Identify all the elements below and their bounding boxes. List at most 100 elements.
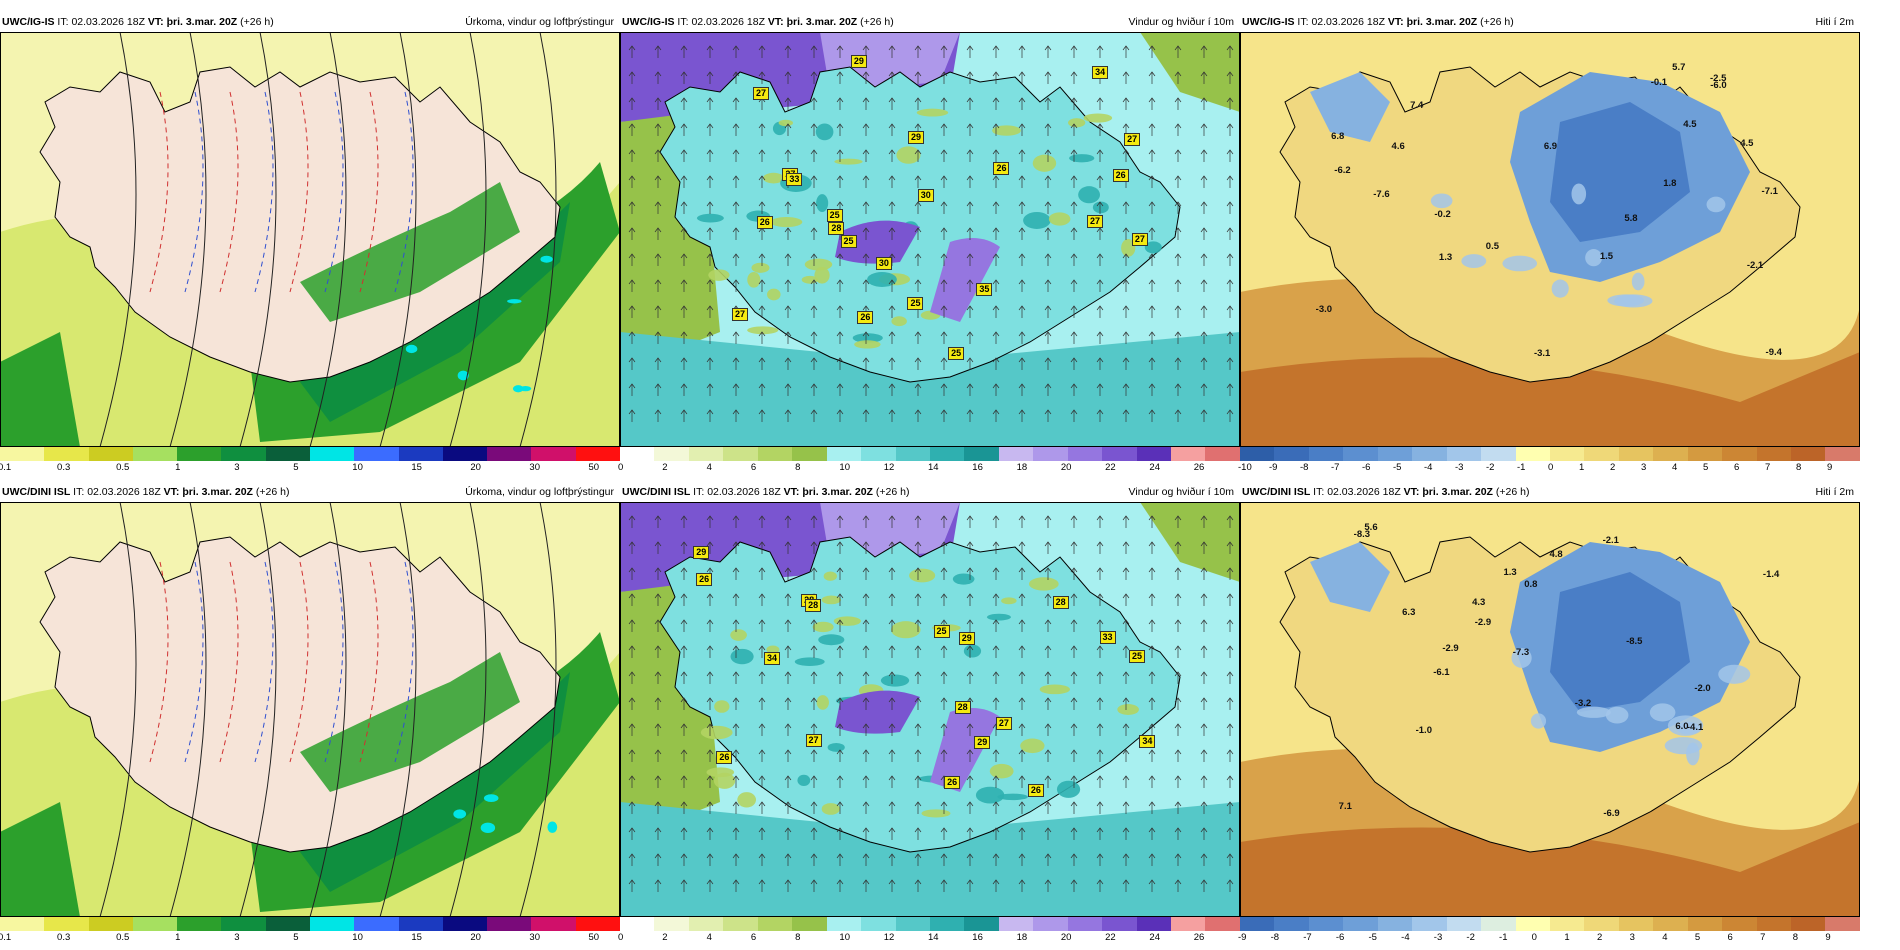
init-time: 02.03.2026 18Z (1327, 486, 1401, 498)
color-scale: -10 -9 -8 -7 -6 -5 -4 -3 -2 -1 0 1 2 3 4 5 6 7 8 9 (1238, 447, 1860, 477)
scale-tick-label: 2 (1596, 932, 1603, 943)
init-time: 02.03.2026 18Z (1311, 16, 1385, 28)
scale-swatch (1515, 447, 1550, 461)
temperature-value: -2.1 (1746, 259, 1764, 271)
gust-value: 33 (786, 172, 803, 186)
scale-tick-label: 20 (470, 932, 481, 943)
gust-value: 25 (840, 234, 857, 248)
color-scale: 0 2 4 6 8 10 12 14 16 18 20 22 24 26 (618, 447, 1240, 477)
scale-swatch (1412, 447, 1447, 461)
scale-tick-label: 18 (1016, 462, 1028, 473)
gust-value: 25 (826, 208, 843, 222)
gust-value: 26 (944, 775, 961, 789)
color-scale: 0.1 0.3 0.5 1 3 5 10 15 20 30 50 (0, 447, 620, 477)
scale-swatch (531, 447, 576, 461)
scale-swatch (1584, 917, 1619, 931)
scale-swatch (354, 447, 399, 461)
scale-swatch (309, 917, 355, 931)
scale-tick-label: 24 (1149, 932, 1160, 943)
gust-value: 29 (974, 735, 991, 749)
gust-value: 27 (1087, 215, 1104, 229)
scale-swatch (1791, 917, 1826, 931)
scale-swatch (1240, 917, 1275, 931)
scale-tick-label: 3 (234, 462, 240, 473)
gust-value: 27 (995, 717, 1012, 731)
scale-tick-label: 3 (1641, 462, 1647, 473)
scale-tick-label: 0 (618, 462, 624, 473)
scale-swatch (757, 917, 793, 931)
scale-swatch (44, 917, 89, 931)
scale-tick-label: 10 (839, 462, 850, 473)
valid-time: þri. 3.mar. 20Z (786, 16, 858, 28)
scale-tick-label: 15 (411, 932, 422, 943)
scale-swatch (1274, 917, 1309, 931)
scale-tick-label: 6 (1727, 932, 1733, 943)
scale-swatch (1618, 447, 1654, 461)
scale-tick-label: 12 (883, 932, 895, 943)
temperature-value: 1.8 (1663, 178, 1677, 190)
valid-time: þri. 3.mar. 20Z (182, 486, 253, 498)
scale-swatch (1446, 447, 1482, 461)
scale-swatch (998, 917, 1034, 931)
panel-header: UWC/DINI ISL IT: 02.03.2026 18Z VT: þri.… (620, 482, 1240, 502)
scale-swatch (964, 447, 999, 461)
scale-swatch (1756, 447, 1791, 461)
scale-swatch (895, 447, 930, 461)
temperature-value: -4.1 (1686, 722, 1704, 734)
temperature-value: 1.3 (1503, 566, 1517, 578)
scale-swatch (88, 917, 133, 931)
scale-bar (0, 917, 620, 931)
model-name: UWC/IG-IS (1242, 16, 1295, 28)
temperature-value: 1.3 (1438, 252, 1453, 264)
temperature-value: 7.1 (1338, 800, 1352, 812)
run-info: UWC/IG-IS IT: 02.03.2026 18Z VT: þri. 3.… (2, 12, 274, 32)
temperature-value: 4.5 (1683, 118, 1697, 130)
gust-value: 26 (993, 162, 1010, 176)
temperature-value: 6.3 (1402, 606, 1416, 618)
scale-tick-label: 20 (1060, 932, 1072, 943)
scale-tick-label: 9 (1827, 462, 1833, 473)
scale-tick-label: 7 (1760, 932, 1766, 943)
scale-tick-label: 14 (928, 932, 939, 943)
run-info: UWC/IG-IS IT: 02.03.2026 18Z VT: þri. 3.… (1242, 12, 1514, 32)
temperature-value: 7.4 (1410, 99, 1424, 111)
valid-label: VT: (1387, 16, 1404, 28)
scale-swatch (688, 917, 724, 931)
scale-tick-label: 10 (352, 462, 363, 473)
scale-tick-label: -1 (1517, 462, 1526, 473)
scale-tick-label: 10 (839, 932, 850, 943)
scale-tick-label: 50 (588, 932, 600, 943)
scale-tick-label: 6 (750, 932, 757, 943)
scale-swatch (1446, 917, 1482, 931)
scale-tick-label: -7 (1303, 932, 1312, 943)
map-title: Hiti í 2m (1815, 16, 1854, 28)
lead-time: (+26 h) (860, 16, 894, 28)
scale-tick-label: 22 (1105, 462, 1116, 473)
scale-labels: 0.1 0.3 0.5 1 3 5 10 15 20 30 50 (0, 462, 620, 474)
gust-value: 35 (976, 282, 993, 296)
scale-swatch (826, 917, 862, 931)
temperature-value: -1.4 (1762, 568, 1780, 580)
map-canvas: 282926292626272828282734333429252625 (620, 502, 1240, 917)
valid-time: þri. 3.mar. 20Z (1406, 16, 1478, 28)
scale-bar (620, 917, 1240, 931)
model-name: UWC/DINI ISL (622, 486, 691, 498)
scale-swatch (1240, 447, 1275, 461)
gust-value: 26 (696, 572, 713, 586)
scale-labels: 0 2 4 6 8 10 12 14 16 18 20 22 24 26 (618, 462, 1240, 474)
scale-swatch (0, 917, 45, 931)
panel-precip-dini: UWC/DINI ISL IT: 02.03.2026 18Z VT: þri.… (0, 482, 620, 947)
valid-label: VT: (163, 486, 180, 498)
gust-value: 25 (1129, 650, 1146, 664)
scale-tick-label: 50 (588, 462, 600, 473)
scale-tick-label: -5 (1393, 462, 1402, 473)
scale-swatch (44, 447, 89, 461)
scale-tick-label: 26 (1193, 932, 1205, 943)
lead-time: (+26 h) (1495, 486, 1530, 498)
scale-swatch (265, 917, 310, 931)
scale-swatch (1481, 447, 1516, 461)
scale-tick-label: 16 (972, 462, 983, 473)
init-time: 02.03.2026 18Z (707, 486, 781, 498)
scale-tick-label: -6 (1335, 932, 1345, 943)
init-label: IT: (1297, 16, 1309, 28)
